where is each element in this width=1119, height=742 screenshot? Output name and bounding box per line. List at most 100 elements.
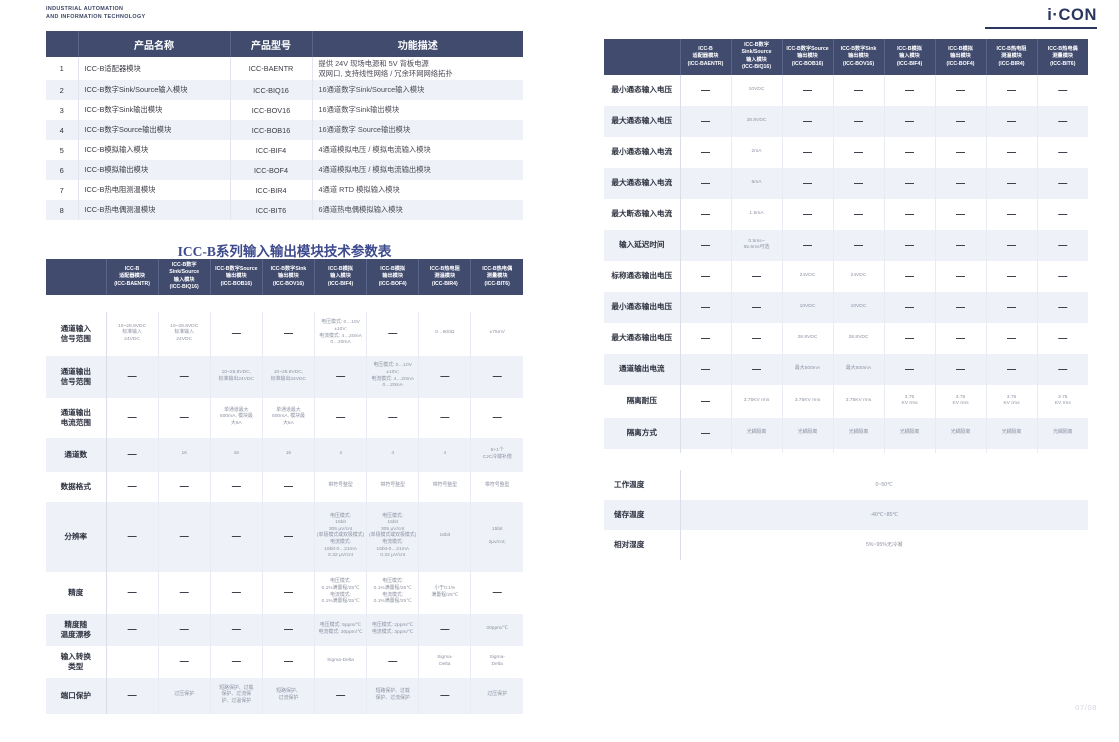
spec-cell: — [366,397,420,438]
spec-cell: 15bit 2μv/cnt; [470,501,523,572]
spec-cell: 16 [158,437,211,472]
table-row: 7 ICC-B热电阻测温模块 ICC-BIR4 4通道 RTD 模拟输入模块 [46,180,523,201]
spec-cell: — [986,167,1038,199]
spec-cell: — [986,136,1038,168]
table-row: 最小通态输出电压 — —10VDC 10VDC — — — — [604,291,1088,323]
spec-cell: — [1037,322,1088,354]
spec-cell: — [210,471,263,502]
spec-cell: — [833,198,885,230]
spec-cell: — [833,136,885,168]
spec-row-label: 精度 [46,571,107,614]
spec-cell: — [1037,260,1088,292]
section-band-label: ▤ 环境参数 [604,453,1088,470]
spec-cell: 最大500mA [782,353,834,385]
spec-col-header-4: ICC-B模拟 输入模块 (ICC-BIF4) [314,259,368,295]
spec-cell: 4 [314,437,368,472]
spec-cell: 10~28.8VDC 标准输入 24VDC [106,311,159,356]
spec-cell: 1.5mA [731,198,783,230]
spec-cell: — [935,136,987,168]
table-row: 最大通态输入电流 —5mA — — — — — — [604,167,1088,199]
product-model: ICC-BAENTR [230,57,313,81]
spec-cell: 光耦隔离 [884,417,936,449]
spec-cell: — [314,397,368,438]
spec-row-label: 最小通态输入电流 [604,136,681,168]
product-name: ICC-B数字Sink输出模块 [78,100,231,121]
spec-col-header-2: ICC-B数字Source 输出模块 (ICC-BOB16) [210,259,263,295]
row-index: 2 [46,80,79,101]
spec-cell: — [314,355,368,398]
spec-cell: 30ppm/℃ [470,613,523,646]
spec-cell: 光耦隔离 [986,417,1038,449]
spec-col-header-6: ICC-B热电阻 测温模块 (ICC-BIR4) [986,39,1038,75]
spec-cell: 带符号整型 [314,471,368,502]
spec-cell: — [986,198,1038,230]
spec-cell: — [470,355,523,398]
spec-cell: — [986,229,1038,261]
spec-col-header-4: ICC-B模拟 输入模块 (ICC-BIF4) [884,39,936,75]
spec-col-header-6: ICC-B热电阻 测温模块 (ICC-BIR4) [418,259,472,295]
spec-cell: — [731,291,783,323]
spec-cell: — [884,229,936,261]
row-index: 7 [46,180,79,201]
spec-cell: 4 [366,437,420,472]
spec-cell: 最大500mA [833,353,885,385]
spec-row-label: 数据格式 [46,471,107,502]
row-index: 1 [46,57,79,81]
spec-cell: 光耦隔离 [1037,417,1088,449]
spec-cell: 电压模式: 0…10V ±10V; 电流模式: 4…20mA 0…20mA [366,355,420,398]
product-name: ICC-B模拟输出模块 [78,160,231,181]
spec-cell: 短路保护、 过流保护 [262,677,316,714]
spec-cell: 16bit [418,501,472,572]
spec-cell [106,645,159,678]
spec-cell: 10~28.8VDC, 标准输出24VDC [210,355,263,398]
spec-cell: — [884,260,936,292]
spec-cell: — [986,260,1038,292]
spec-cell: — [986,105,1038,137]
spec-cell: — [680,198,732,230]
spec-cell: 带符号整型 [418,471,472,502]
table-row: 最大断态输入电流 —1.5mA — — — — — — [604,198,1088,230]
spec-cell: 电压模式: 0.1%满量程/25℃ 电流模式: 0.1%满量程/25℃ [366,571,420,614]
spec-cell: — [106,471,159,502]
table-row: 通道数 —16 16 16 4 4 4 6+1个 CJC冷端补偿 [46,437,523,472]
spec-cell: — [884,74,936,106]
spec-row-label: 输入转换 类型 [46,645,107,678]
spec-cell: — [680,384,732,418]
spec-cell: — [262,501,316,572]
logo-underline [985,27,1097,29]
spec-cell: 光耦隔离 [833,417,885,449]
spec-cell: — [1037,74,1088,106]
brand-logo: i·CON [985,6,1097,29]
env-row-label: 工作温度 [604,470,681,500]
spec-cell: — [1037,136,1088,168]
spec-cell: — [418,677,472,714]
spec-cell: 10VDC [833,291,885,323]
table-row: 通道输入 信号范围 10~28.8VDC 标准输入 24VDC 10~28.8VDC 标准输… [46,311,523,356]
table-row: 6 ICC-B模拟输出模块 ICC-BOF4 4通道模拟电压 / 模拟电流输出模块 [46,160,523,181]
product-col-header-2: 产品型号 [230,31,313,57]
product-description: 16通道数字Sink/Source输入模块 [312,80,523,101]
spec-cell: 电压模式: 16bit 305 μV/cnt (单极模式或双极模式) 电流模式: 16bi… [314,501,368,572]
spec-cell: — [782,167,834,199]
spec-col-header-5: ICC-B模拟 输出模块 (ICC-BOF4) [935,39,987,75]
spec-cell: — [884,198,936,230]
product-description: 16通道数字 Source输出模块 [312,120,523,141]
spec-cell: — [680,291,732,323]
spec-cell: Sigma-Delta [314,645,368,678]
list-icon: ▤ [261,299,270,309]
spec-row-label: 最小通态输入电压 [604,74,681,106]
spec-row-label: 最大通态输入电流 [604,167,681,199]
table-row: 输入转换 类型 — — — Sigma-Delta — Sigma- Delta Sigma- De… [46,645,523,678]
spec-cell: 28.8VDC [833,322,885,354]
spec-cell: — [935,260,987,292]
row-index: 5 [46,140,79,161]
spec-cell: — [884,167,936,199]
table-row: 端口保护 — 过压保护 短路保护、过载 保护、过流保 护、过温保护 短路保护、 过流保护 — 短路… [46,677,523,714]
product-name: ICC-B数字Source输出模块 [78,120,231,141]
env-row-label: 相对湿度 [604,530,681,560]
spec-table-corner [604,39,681,75]
product-description: 6通道热电偶模拟输入模块 [312,200,523,221]
